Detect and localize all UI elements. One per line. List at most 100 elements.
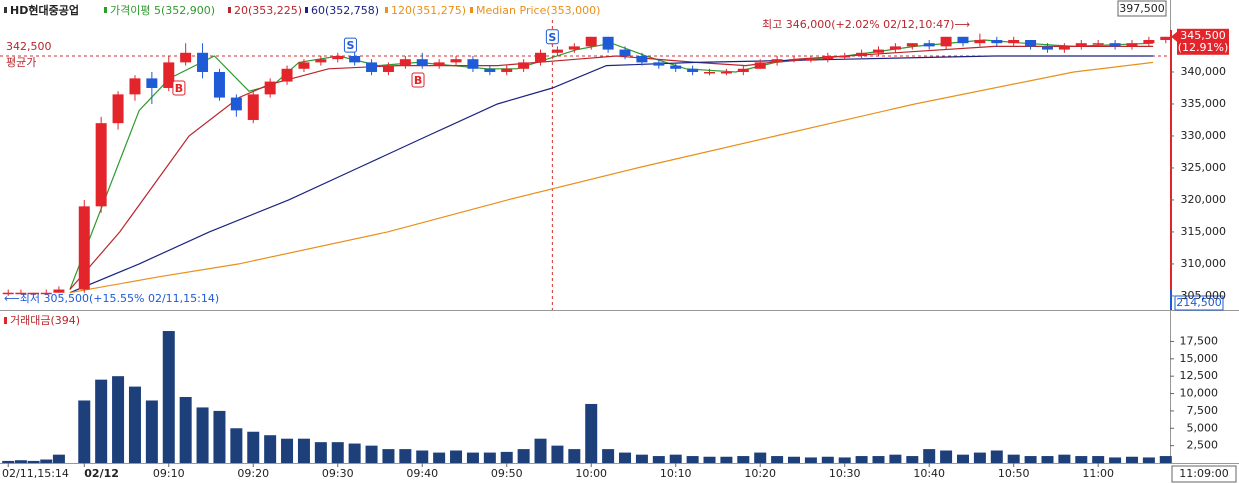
volume-bar	[1024, 456, 1037, 463]
legend-item: 120(351,275)	[391, 4, 466, 17]
candle-body	[1092, 43, 1104, 45]
volume-bar	[720, 456, 733, 463]
candle-body	[264, 81, 276, 95]
volume-bar	[365, 445, 378, 463]
volume-bar	[247, 431, 260, 463]
volume-bar	[348, 443, 361, 463]
candle-body	[704, 71, 716, 74]
candle-body	[923, 43, 935, 47]
volume-bar	[1109, 457, 1122, 463]
y-tick-label: 320,000	[1181, 193, 1227, 206]
volume-bar	[1159, 456, 1172, 463]
candle-body	[535, 52, 547, 63]
candle-body	[366, 62, 378, 72]
candle-body	[974, 39, 986, 44]
candle-body	[112, 94, 124, 124]
candle-body	[720, 71, 732, 74]
candle-body	[298, 62, 310, 69]
signal-box	[545, 29, 559, 45]
y-tick-label: 5,000	[1187, 421, 1219, 434]
axis-bottom-label: 214,500	[1176, 296, 1222, 309]
candle-body	[568, 46, 580, 50]
volume-bar	[804, 457, 817, 463]
candle-body	[467, 59, 479, 69]
candle-body	[653, 62, 665, 66]
volume-bar	[14, 460, 27, 463]
volume-bar	[906, 456, 919, 463]
y-tick-label: 2,500	[1187, 439, 1219, 452]
volume-bar	[78, 400, 91, 463]
volume-bar	[686, 456, 699, 463]
volume-bar	[517, 449, 530, 463]
stock-name: HD현대중공업	[10, 3, 79, 17]
x-tick-label: 09:40	[406, 467, 438, 480]
candle-body	[484, 68, 496, 72]
candle-body	[788, 59, 800, 61]
candle-body	[518, 62, 530, 69]
current-change: (12.91%)	[1178, 41, 1229, 54]
volume-bar	[1058, 454, 1071, 463]
candle-body	[146, 78, 158, 88]
x-tick-label: 09:20	[237, 467, 269, 480]
volume-bar	[416, 450, 429, 463]
candle-body	[416, 59, 428, 66]
y-tick-label: 310,000	[1181, 257, 1227, 270]
candle-body	[163, 62, 175, 88]
volume-bar	[585, 403, 598, 463]
volume-bar	[230, 428, 243, 463]
volume-bar	[889, 454, 902, 463]
candle-body	[15, 292, 27, 295]
candle-body	[889, 46, 901, 50]
volume-bar	[500, 451, 513, 463]
volume-bar	[737, 456, 750, 463]
candle-body	[636, 55, 648, 63]
legend-marker	[305, 7, 308, 13]
axis-bottom-box	[1174, 295, 1224, 311]
volume-bar	[669, 454, 682, 463]
candle-body	[213, 71, 225, 98]
signal-label: S	[346, 39, 354, 52]
x-tick-label: 10:50	[998, 467, 1030, 480]
volume-bar	[466, 452, 479, 463]
legend-item: 20(353,225)	[234, 4, 302, 17]
ma-line	[69, 61, 1154, 294]
candle-body	[53, 289, 65, 293]
candle-body	[856, 52, 868, 56]
candle-body	[670, 65, 682, 69]
y-tick-label: 325,000	[1181, 161, 1227, 174]
y-tick-label: 12,500	[1180, 369, 1219, 382]
volume-bar	[27, 460, 40, 463]
y-tick-label: 315,000	[1181, 225, 1227, 238]
candle-body	[737, 68, 749, 72]
candle-body	[332, 55, 344, 60]
volume-bar	[788, 456, 801, 463]
candle-body	[349, 55, 361, 63]
signal-label: B	[414, 74, 422, 87]
legend-marker	[470, 7, 473, 13]
candle-body	[754, 62, 766, 69]
candle-body	[619, 49, 631, 56]
ma-line	[69, 55, 1154, 294]
volume-bar	[331, 442, 344, 463]
volume-bar	[602, 449, 615, 463]
low-note: ⟵최저 305,500(+15.55% 02/11,15:14)	[4, 292, 219, 305]
candle-body	[1143, 39, 1155, 44]
legend-marker	[228, 7, 231, 13]
axis-top-label: 397,500	[1119, 2, 1165, 15]
x-tick-label: 10:00	[575, 467, 607, 480]
candle-body	[940, 36, 952, 47]
signal-label: B	[175, 82, 183, 95]
volume-title: 거래대금(394)	[10, 314, 80, 327]
volume-bar	[128, 386, 141, 463]
legend-marker	[104, 7, 107, 13]
x-tick-label: 10:10	[660, 467, 692, 480]
candle-body	[95, 123, 107, 207]
volume-bar	[551, 445, 564, 463]
volume-bar	[112, 376, 125, 463]
current-price: 345,500	[1180, 29, 1226, 42]
volume-bar	[619, 452, 632, 463]
volume-bar	[483, 452, 496, 463]
volume-bar	[1041, 456, 1054, 463]
volume-bar	[264, 435, 277, 463]
